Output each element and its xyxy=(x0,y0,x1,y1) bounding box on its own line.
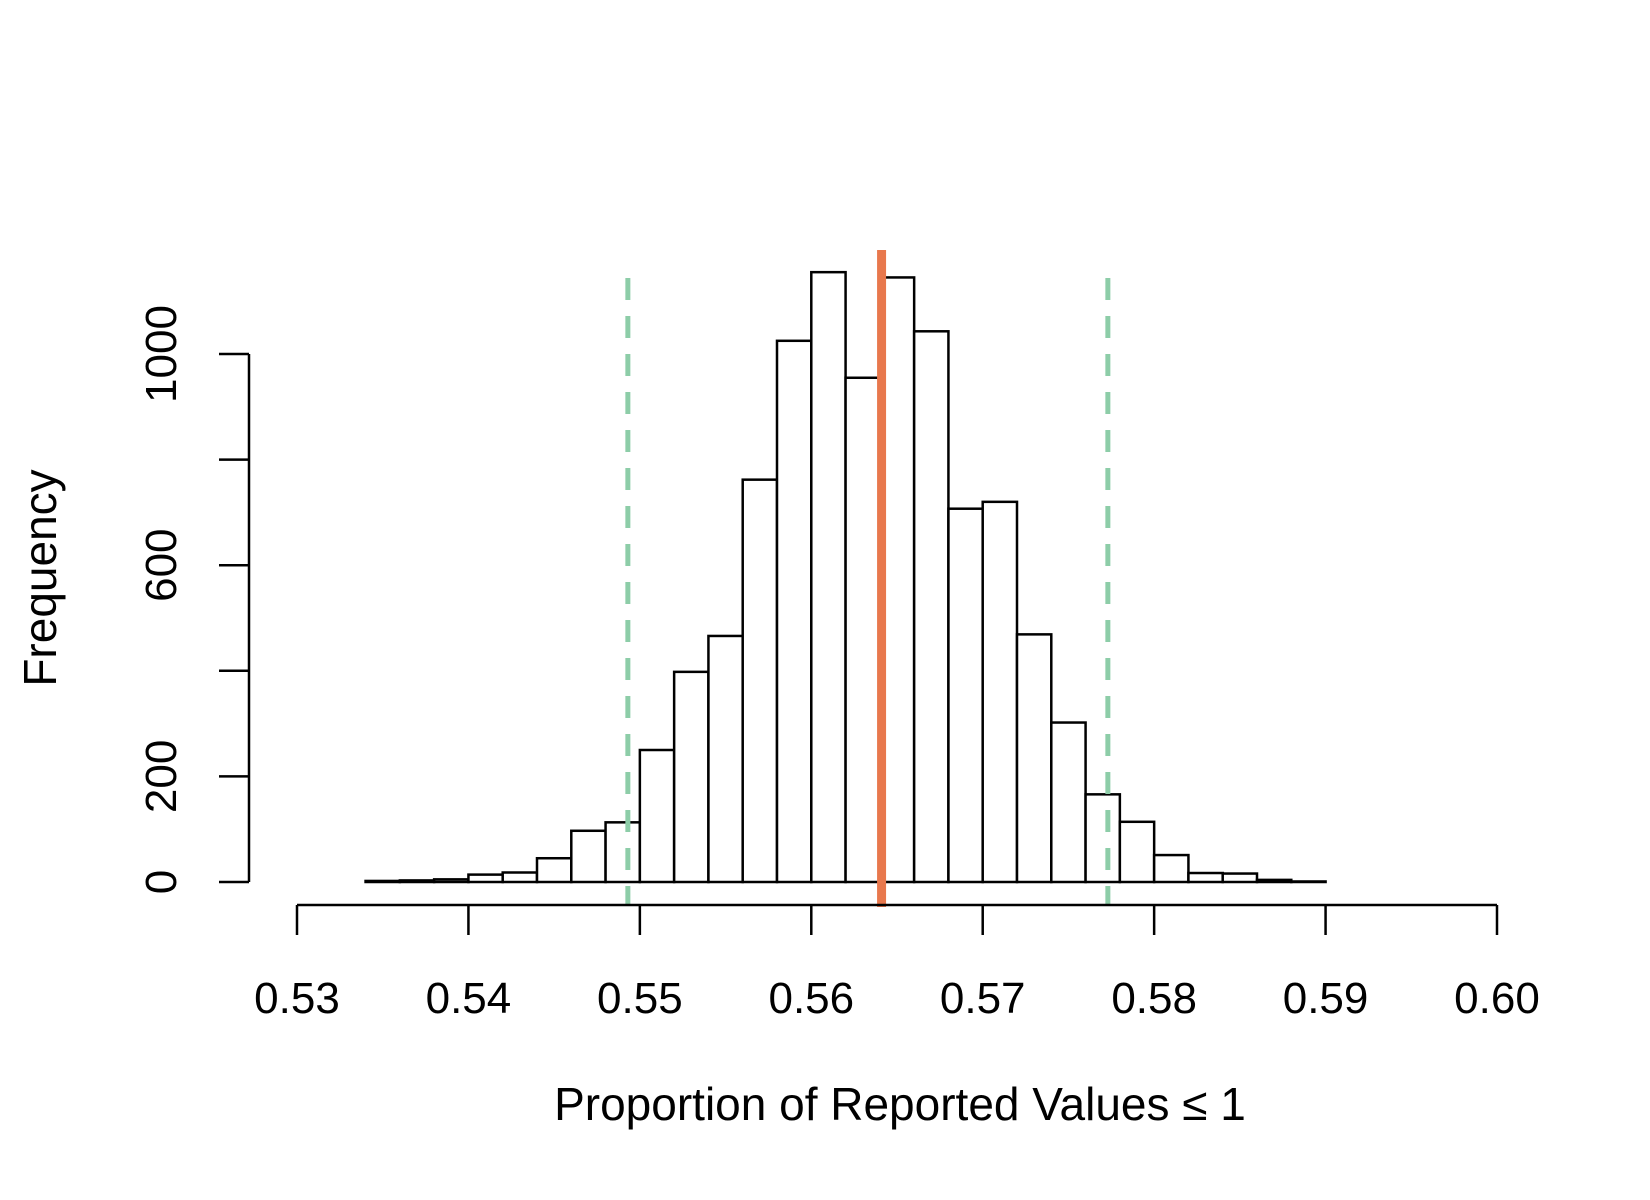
histogram-bar xyxy=(1152,853,1190,884)
y-tick-label: 0 xyxy=(137,870,186,894)
histogram-bar xyxy=(1118,820,1156,884)
x-tick-label: 0.57 xyxy=(940,974,1026,1023)
histogram-bar xyxy=(1015,633,1053,884)
histogram-bar xyxy=(432,878,470,884)
x-tick-label: 0.60 xyxy=(1454,974,1540,1023)
histogram-bar xyxy=(398,879,436,884)
reference-lines-layer xyxy=(625,250,1111,907)
x-tick-label: 0.53 xyxy=(254,974,340,1023)
histogram-bar xyxy=(912,330,950,884)
histogram-bar xyxy=(844,376,882,884)
histogram-bar xyxy=(1290,880,1327,884)
histogram-bar xyxy=(1084,793,1122,884)
histogram-bar xyxy=(741,478,779,884)
histogram-bar xyxy=(1187,871,1224,884)
histogram-bar xyxy=(981,500,1019,884)
y-axis: 0 200 600 1000 xyxy=(137,305,251,894)
histogram-bar xyxy=(707,634,744,884)
x-tick-label: 0.59 xyxy=(1283,974,1369,1023)
histogram-bar xyxy=(501,871,539,884)
y-tick-label: 600 xyxy=(137,528,186,601)
histogram-bar xyxy=(775,339,813,884)
histogram-bar xyxy=(638,748,676,884)
x-tick-label: 0.54 xyxy=(426,974,512,1023)
histogram-bar xyxy=(535,856,573,884)
histogram-bar xyxy=(672,670,710,884)
x-axis-title: Proportion of Reported Values ≤ 1 xyxy=(554,1078,1246,1130)
bars-layer xyxy=(364,270,1327,884)
histogram-bar xyxy=(467,873,504,884)
histogram-bar xyxy=(570,829,607,884)
histogram-bar xyxy=(1221,872,1259,884)
histogram-bar xyxy=(810,270,847,884)
y-tick-label: 200 xyxy=(137,740,186,813)
x-tick-label: 0.55 xyxy=(597,974,683,1023)
histogram-bar xyxy=(1050,721,1087,884)
y-axis-title: Frequency xyxy=(14,469,66,686)
x-axis: 0.53 0.54 0.55 0.56 0.57 0.58 0.59 0.60 xyxy=(254,903,1540,1023)
x-tick-label: 0.58 xyxy=(1111,974,1197,1023)
histogram-bar xyxy=(604,821,642,884)
y-tick-label: 1000 xyxy=(137,305,186,403)
histogram-bar xyxy=(947,507,984,884)
histogram-bar xyxy=(364,879,402,884)
x-tick-label: 0.56 xyxy=(768,974,854,1023)
histogram-bar xyxy=(1255,878,1293,884)
